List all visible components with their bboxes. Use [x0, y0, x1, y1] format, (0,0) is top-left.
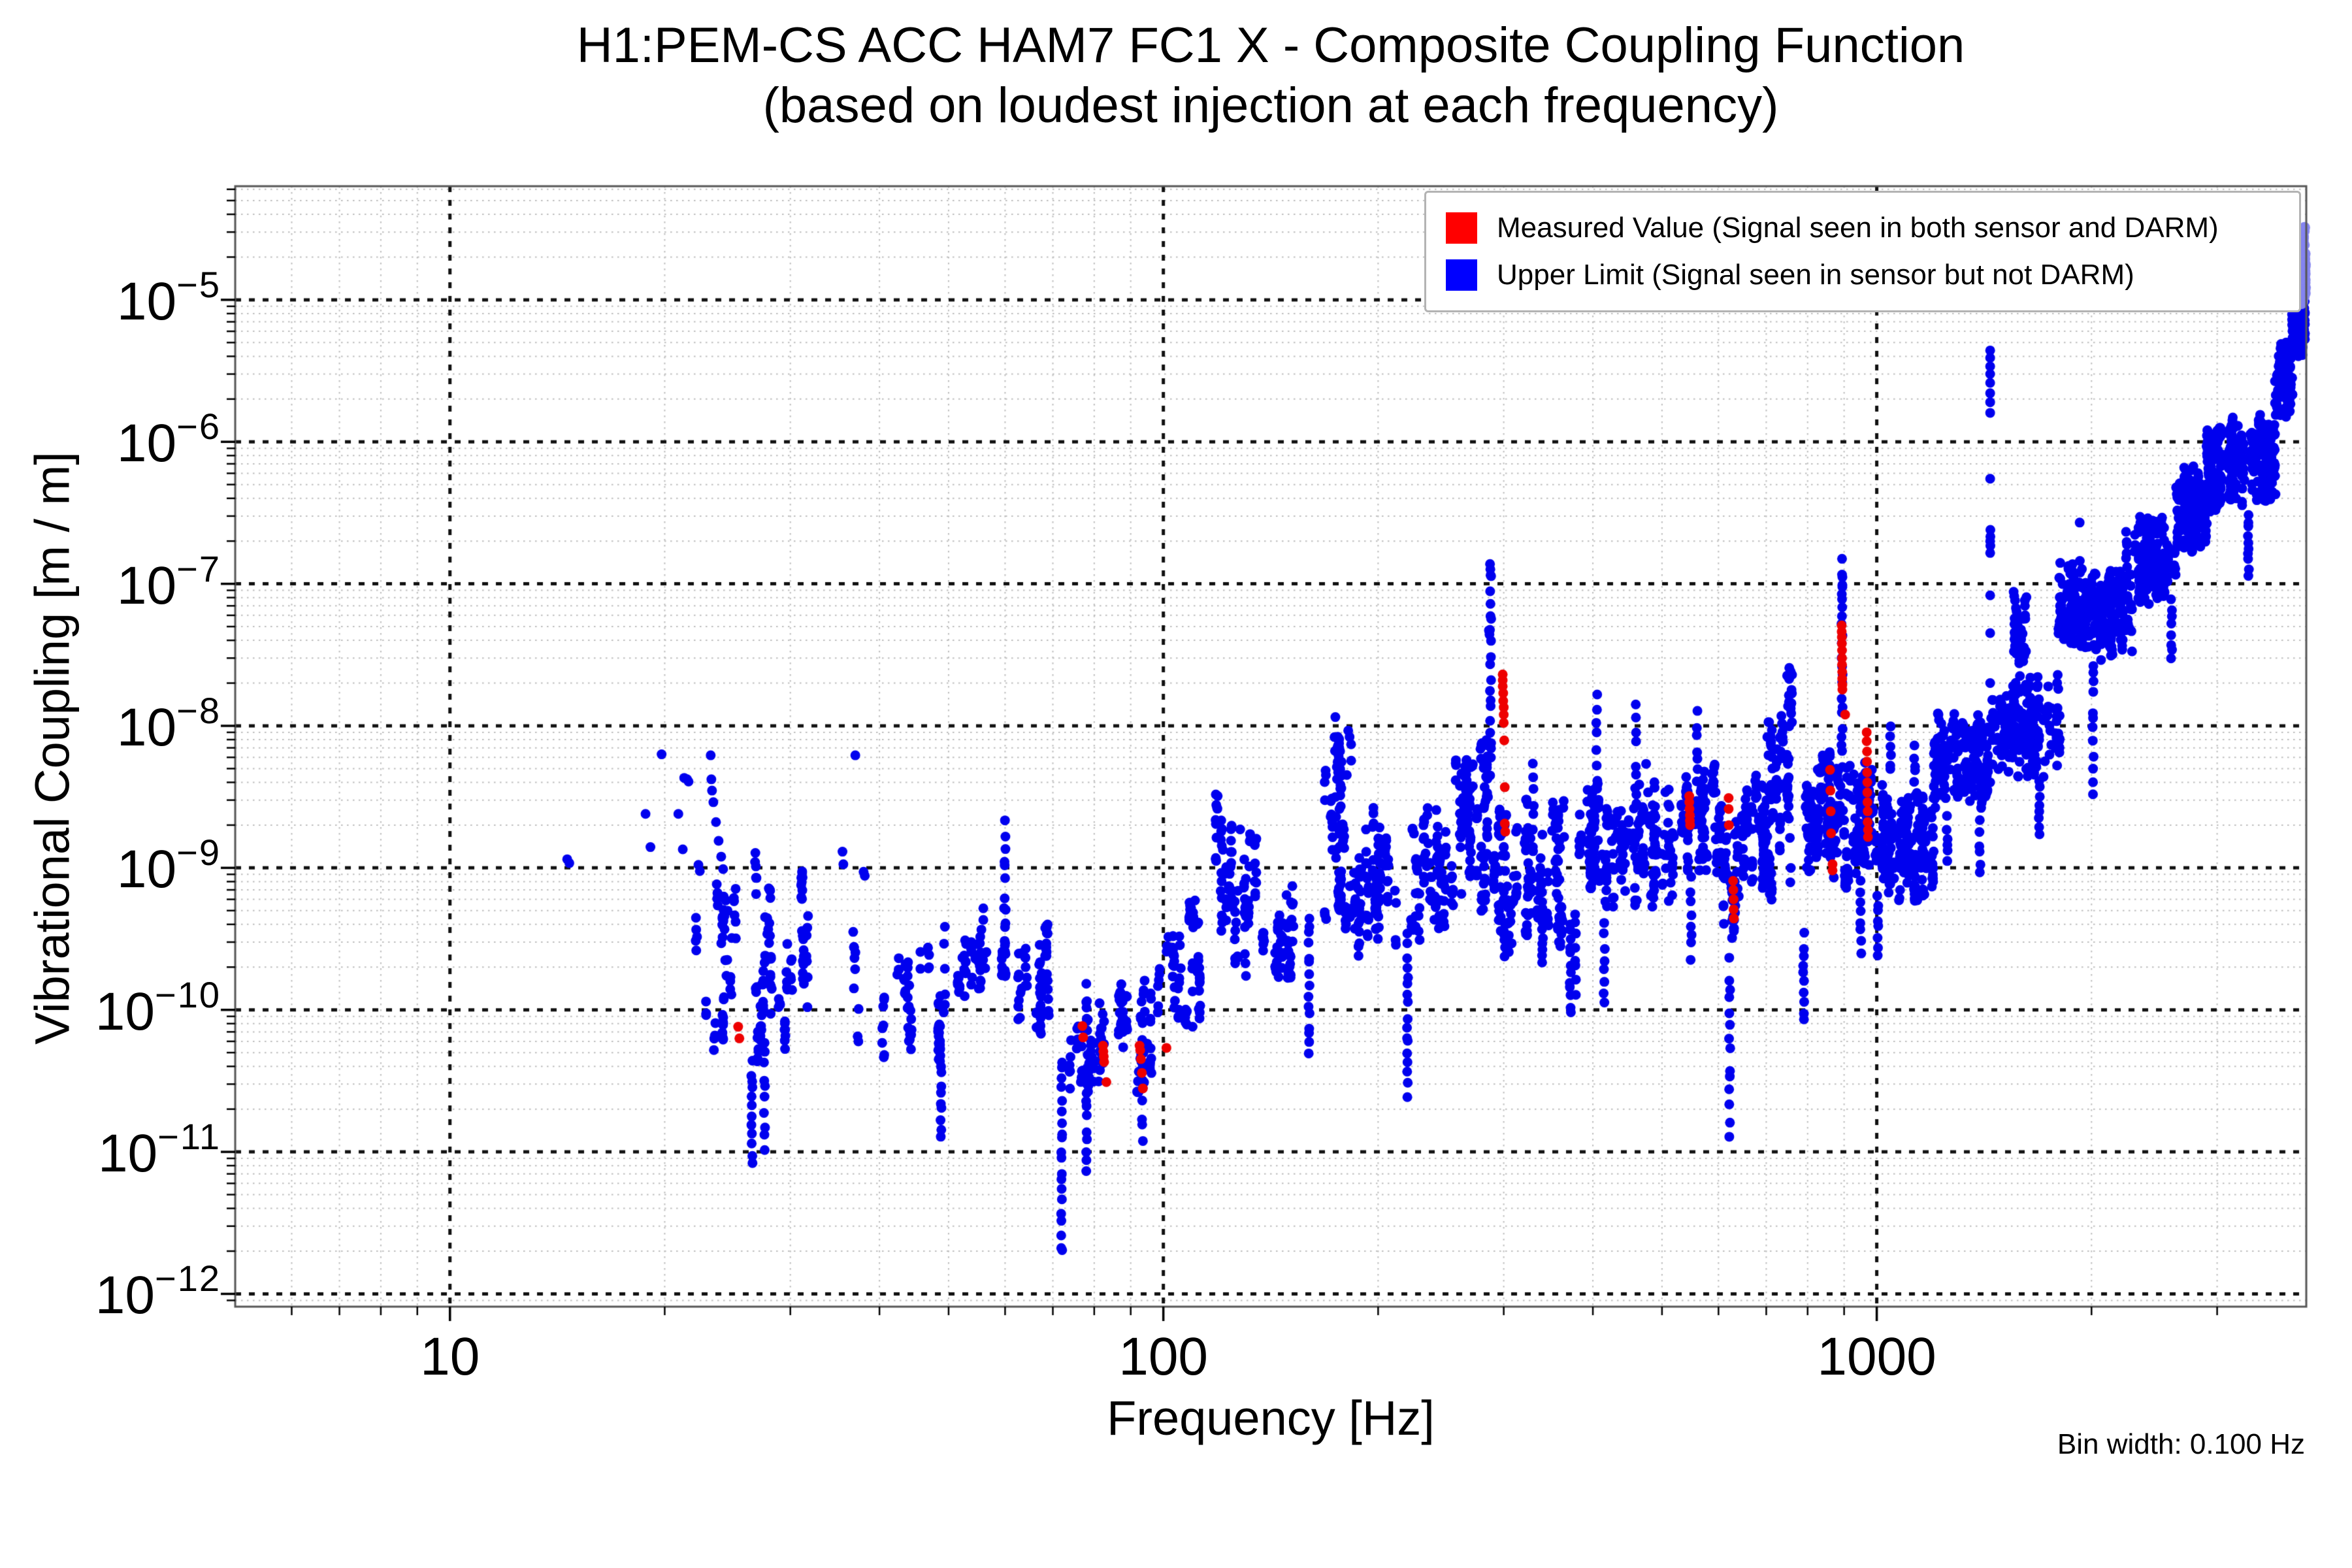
y-tick-label-1e-12: 10−12 [95, 1258, 221, 1326]
y-tick-label-1e-5: 10−5 [116, 263, 221, 332]
legend-label-measured: Measured Value (Signal seen in both sens… [1497, 211, 2219, 244]
y-tick-label-1e-6: 10−6 [116, 406, 221, 474]
x-tick-label-10: 10 [420, 1327, 480, 1386]
y-tick-label-1e-7: 10−7 [116, 547, 221, 615]
chart-title: H1:PEM-CS ACC HAM7 FC1 X - Composite Cou… [576, 18, 1965, 73]
x-axis-label: Frequency [Hz] [1107, 1391, 1435, 1445]
bin-width-note: Bin width: 0.100 Hz [2057, 1428, 2305, 1460]
legend-label-upper-limit: Upper Limit (Signal seen in sensor but n… [1497, 259, 2134, 291]
y-tick-label-1e-10: 10−10 [95, 973, 221, 1041]
chart-subtitle: (based on loudest injection at each freq… [762, 78, 1779, 133]
y-tick-label-1e-8: 10−8 [116, 689, 221, 758]
legend-item-measured: Measured Value (Signal seen in both sens… [1426, 212, 2299, 244]
upper-limit-swatch [1446, 259, 1477, 291]
y-tick-label-1e-9: 10−9 [116, 832, 221, 900]
y-axis-label: Vibrational Coupling [m / m] [25, 451, 80, 1045]
legend-item-upper-limit: Upper Limit (Signal seen in sensor but n… [1426, 259, 2299, 291]
legend: Measured Value (Signal seen in both sens… [1424, 191, 2301, 312]
x-tick-label-100: 100 [1119, 1327, 1209, 1386]
x-tick-label-1000: 1000 [1817, 1327, 1936, 1386]
measured-value-swatch [1446, 212, 1477, 244]
y-tick-label-1e-11: 10−11 [97, 1115, 221, 1184]
